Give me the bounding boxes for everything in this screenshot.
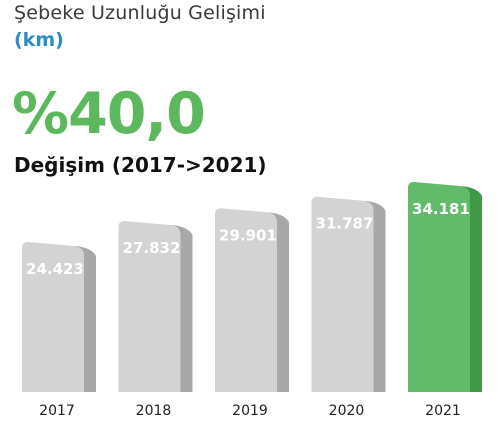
x-tick-label: 2021 (425, 403, 461, 419)
bar-2019: 29.901 2019 (215, 208, 289, 419)
bar-2017: 24.423 2017 (22, 241, 96, 419)
bar-2021: 34.181 2021 (408, 182, 482, 419)
bar-value-label: 31.787 (316, 215, 374, 233)
change-label: Değişim (2017->2021) (14, 153, 267, 177)
x-tick-label: 2019 (232, 403, 268, 419)
bar-value-label: 29.901 (219, 226, 277, 244)
bar-front-2017 (22, 241, 84, 392)
bar-2020: 31.787 2020 (311, 196, 386, 419)
chart-unit: (km) (14, 29, 64, 51)
bar-2018: 27.832 2018 (118, 221, 193, 419)
x-tick-label: 2020 (329, 403, 365, 419)
chart-title: Şebeke Uzunluğu Gelişimi (14, 2, 266, 24)
bar-value-label: 24.423 (26, 260, 84, 278)
bar-value-label: 34.181 (412, 200, 470, 218)
change-percentage: %40,0 (12, 81, 206, 147)
bar-front-2018 (118, 221, 181, 392)
bar-front-2019 (215, 208, 277, 392)
x-tick-label: 2018 (136, 403, 172, 419)
bar-front-2020 (311, 196, 374, 392)
bar-value-label: 27.832 (123, 239, 181, 257)
bar-front-2021 (408, 182, 470, 392)
x-tick-label: 2017 (39, 403, 75, 419)
